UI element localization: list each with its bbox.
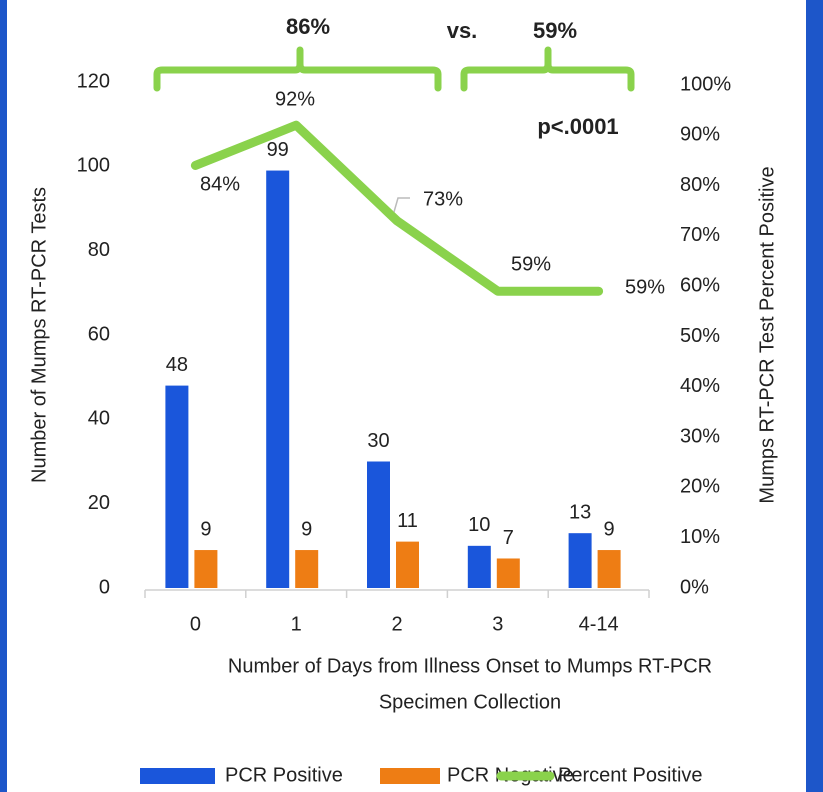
data-label: 30 (367, 430, 389, 452)
data-label: 99 (267, 139, 289, 161)
y-tick-label: 0 (99, 576, 110, 598)
annotation: p<.0001 (537, 114, 618, 139)
data-label: 59% (511, 253, 551, 275)
left-border (0, 0, 7, 792)
x-tick-label: 4-14 (579, 613, 619, 635)
bar (266, 170, 290, 589)
data-label: 7 (503, 527, 514, 549)
annotation: 86% (286, 14, 330, 39)
data-label: 9 (200, 518, 211, 540)
y-tick-label: 120 (77, 70, 110, 92)
annotation: 59% (533, 18, 577, 43)
bar (568, 533, 592, 588)
bar (396, 541, 419, 588)
bar (467, 545, 491, 588)
y2-tick-label: 60% (680, 274, 720, 296)
x-tick-label: 0 (190, 613, 201, 635)
y-tick-label: 60 (88, 323, 110, 345)
annotation: vs. (447, 18, 478, 43)
y-tick-label: 40 (88, 408, 110, 430)
legend-label: PCR Positive (225, 764, 343, 786)
y-axis-title: Number of Mumps RT-PCR Tests (28, 187, 50, 483)
data-label: 9 (604, 518, 615, 540)
y-tick-label: 100 (77, 155, 110, 177)
bar (367, 461, 390, 588)
data-label: 59% (625, 276, 665, 298)
legend-swatch (380, 768, 440, 784)
y2-tick-label: 100% (680, 73, 731, 95)
x-tick-label: 3 (492, 613, 503, 635)
y2-tick-label: 30% (680, 425, 720, 447)
bar (165, 385, 189, 588)
bar (597, 550, 621, 588)
data-label: 10 (468, 514, 490, 536)
legend-swatch (140, 768, 215, 784)
y2-axis-title: Mumps RT-PCR Test Percent Positive (756, 166, 778, 503)
y-tick-label: 80 (88, 239, 110, 261)
brace (153, 46, 442, 92)
data-label: 9 (301, 518, 312, 540)
leader-line (393, 197, 410, 213)
legend-label: Percent Positive (558, 764, 703, 786)
x-axis-title: Number of Days from Illness Onset to Mum… (228, 655, 712, 677)
data-label: 92% (275, 88, 315, 110)
data-label: 11 (397, 510, 418, 532)
data-label: 73% (423, 188, 463, 210)
data-label: 13 (569, 501, 591, 523)
data-label: 48 (166, 354, 188, 376)
y2-tick-label: 0% (680, 576, 709, 598)
bar (496, 558, 520, 588)
y-tick-label: 20 (88, 492, 110, 514)
bar (295, 550, 319, 588)
y2-tick-label: 40% (680, 375, 720, 397)
y2-tick-label: 20% (680, 476, 720, 498)
brace (460, 46, 635, 92)
y2-tick-label: 80% (680, 174, 720, 196)
data-label: 84% (200, 173, 240, 195)
line (190, 120, 604, 296)
y2-tick-label: 10% (680, 526, 720, 548)
x-axis-title: Specimen Collection (379, 691, 561, 713)
y2-tick-label: 70% (680, 224, 720, 246)
bar (194, 550, 218, 588)
right-border (806, 0, 823, 792)
y2-tick-label: 50% (680, 325, 720, 347)
x-tick-label: 1 (291, 613, 302, 635)
x-tick-label: 2 (391, 613, 402, 635)
y2-tick-label: 90% (680, 124, 720, 146)
